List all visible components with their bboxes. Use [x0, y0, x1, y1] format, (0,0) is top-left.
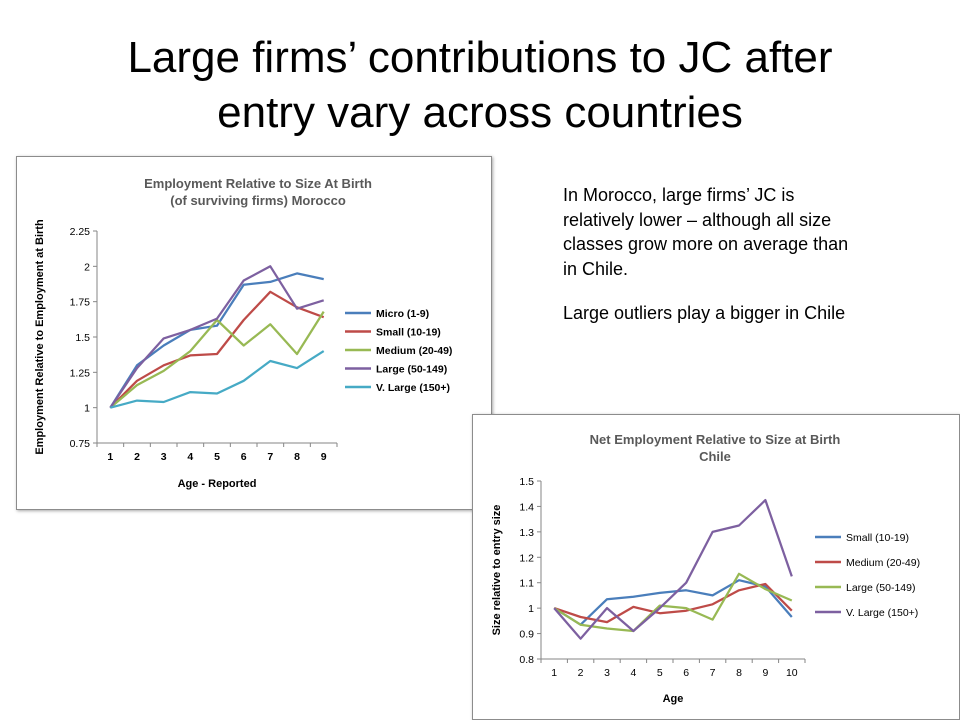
commentary-paragraph-2: Large outliers play a bigger in Chile [563, 303, 846, 323]
morocco-y-tick-label: 1.5 [75, 332, 90, 344]
chile-y-tick-label: 1.1 [519, 578, 534, 590]
morocco-series-line-1 [109, 272, 324, 409]
morocco-x-tick-label: 7 [267, 451, 273, 463]
morocco-x-tick-label: 1 [107, 451, 113, 463]
morocco-legend-label-4: Large (50-149) [376, 364, 447, 376]
morocco-legend-label-3: Medium (20-49) [376, 345, 452, 357]
chile-x-tick-label: 5 [657, 667, 663, 679]
chile-x-tick-label: 8 [736, 667, 742, 679]
slide-title-line-2: entry vary across countries [217, 88, 743, 137]
chile-chart-title-line-1: Net Employment Relative to Size at Birth [590, 432, 841, 447]
chile-legend-label-3: Large (50-149) [846, 582, 915, 594]
chile-legend-label-1: Small (10-19) [846, 532, 909, 544]
chile-series-line-3 [553, 572, 793, 633]
chile-x-tick-label: 4 [630, 667, 636, 679]
chile-chart-title-line-2: Chile [699, 449, 731, 464]
chile-y-tick-label: 1.2 [519, 552, 534, 564]
chile-series-line-2 [553, 582, 793, 624]
chile-x-tick-label: 10 [786, 667, 798, 679]
chile-legend-label-2: Medium (20-49) [846, 557, 920, 569]
commentary-text: In Morocco, large firms’ JC is relativel… [563, 183, 863, 346]
morocco-x-tick-label: 8 [294, 451, 300, 463]
morocco-y-tick-label: 1.75 [70, 297, 91, 309]
chile-x-tick-label: 7 [710, 667, 716, 679]
morocco-chart-title-line-1: Employment Relative to Size At Birth [144, 176, 372, 191]
chile-series-line-1 [553, 579, 793, 626]
morocco-x-tick-label: 6 [241, 451, 247, 463]
chile-x-axis-label: Age [663, 693, 684, 705]
morocco-series-line-5 [110, 350, 325, 409]
chile-series-line-4 [553, 498, 793, 640]
commentary-paragraph-1: In Morocco, large firms’ JC is relativel… [563, 185, 849, 279]
morocco-legend-label-2: Small (10-19) [376, 327, 441, 339]
chile-y-tick-label: 1.5 [519, 476, 534, 488]
slide-title-line-1: Large firms’ contributions to JC after [127, 33, 833, 82]
chile-y-tick-label: 0.9 [519, 629, 534, 641]
morocco-legend-label-5: V. Large (150+) [376, 382, 450, 394]
morocco-y-tick-label: 0.75 [70, 438, 91, 450]
chile-x-tick-label: 2 [578, 667, 584, 679]
chile-x-tick-label: 3 [604, 667, 610, 679]
morocco-chart-title-line-2: (of surviving firms) Morocco [170, 193, 346, 208]
morocco-y-axis-label: Employment Relative to Employment at Bir… [34, 219, 46, 455]
chile-legend-label-4: V. Large (150+) [846, 607, 918, 619]
morocco-legend-label-1: Micro (1-9) [376, 308, 429, 320]
morocco-y-tick-label: 2.25 [70, 226, 91, 238]
morocco-x-tick-label: 3 [161, 451, 167, 463]
chile-x-tick-label: 9 [762, 667, 768, 679]
morocco-chart-panel: Employment Relative to Size At Birth (of … [16, 156, 492, 510]
chile-y-tick-label: 1 [528, 603, 534, 615]
morocco-y-tick-label: 2 [84, 261, 90, 273]
morocco-chart: Employment Relative to Size At Birth (of … [34, 176, 452, 490]
morocco-x-tick-label: 4 [187, 451, 193, 463]
morocco-x-tick-label: 5 [214, 451, 220, 463]
morocco-y-tick-label: 1 [84, 403, 90, 415]
morocco-series-line-3 [109, 311, 325, 409]
morocco-series-line-2 [109, 290, 325, 409]
chile-x-tick-label: 6 [683, 667, 689, 679]
chile-y-tick-label: 0.8 [519, 654, 534, 666]
chile-y-tick-label: 1.4 [519, 501, 534, 513]
chile-y-axis-label: Size relative to entry size [491, 505, 503, 636]
morocco-x-axis-label: Age - Reported [178, 478, 257, 490]
morocco-x-tick-label: 9 [321, 451, 327, 463]
chile-chart-panel: Net Employment Relative to Size at Birth… [472, 414, 960, 720]
chile-y-tick-label: 1.3 [519, 527, 534, 539]
morocco-x-tick-label: 2 [134, 451, 140, 463]
chile-chart: Net Employment Relative to Size at Birth… [491, 432, 920, 705]
morocco-y-tick-label: 1.25 [70, 367, 91, 379]
morocco-series-line-4 [109, 265, 325, 409]
slide-title: Large firms’ contributions to JC after e… [40, 30, 920, 140]
chile-x-tick-label: 1 [551, 667, 557, 679]
